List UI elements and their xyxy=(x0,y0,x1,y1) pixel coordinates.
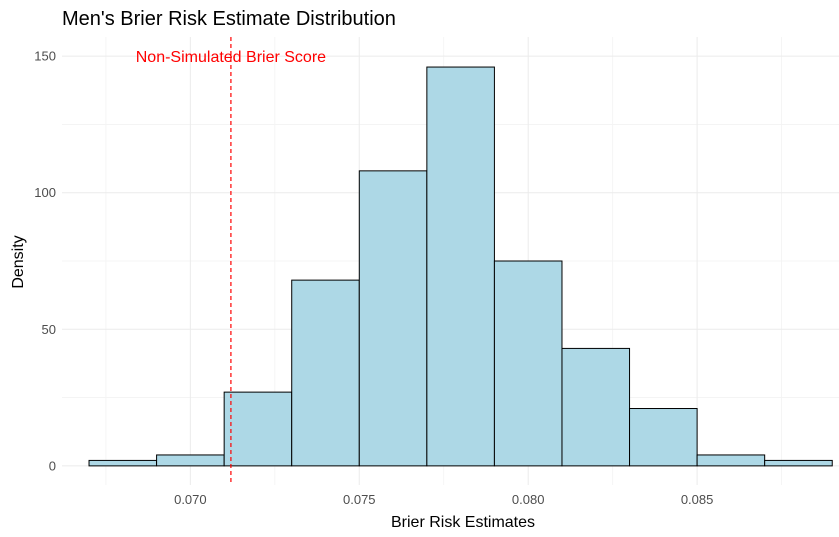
x-tick-label: 0.085 xyxy=(681,492,714,507)
histogram-bar-2 xyxy=(156,454,225,467)
histogram-bar-9 xyxy=(629,408,698,467)
histogram-bar-10 xyxy=(696,454,766,467)
x-axis-title: Brier Risk Estimates xyxy=(391,514,535,531)
y-tick-label: 150 xyxy=(34,49,56,64)
x-tick-label: 0.070 xyxy=(174,492,207,507)
histogram-bar-5 xyxy=(358,170,428,467)
x-axis-ticks: 0.070 0.075 0.080 0.085 xyxy=(174,492,713,507)
y-tick-label: 50 xyxy=(42,322,56,337)
reference-line-group: Non-Simulated Brier Score xyxy=(136,37,326,485)
y-axis-ticks: 0 50 100 150 xyxy=(34,49,56,474)
histogram-bar-4 xyxy=(291,279,360,467)
y-tick-label: 0 xyxy=(49,458,56,473)
y-tick-label: 100 xyxy=(34,185,56,200)
reference-line-label: Non-Simulated Brier Score xyxy=(136,49,326,66)
chart-title: Men's Brier Risk Estimate Distribution xyxy=(62,8,396,30)
histogram-bar-8 xyxy=(561,347,631,467)
x-tick-label: 0.080 xyxy=(512,492,545,507)
histogram-bar-6 xyxy=(426,66,495,467)
x-tick-label: 0.075 xyxy=(343,492,376,507)
histogram-bar-7 xyxy=(493,260,563,467)
histogram-bars xyxy=(88,66,833,467)
histogram-bar-1 xyxy=(88,459,158,467)
y-axis-title: Density xyxy=(10,235,27,288)
histogram-bar-3 xyxy=(223,391,293,467)
histogram-bar-11 xyxy=(764,459,833,467)
